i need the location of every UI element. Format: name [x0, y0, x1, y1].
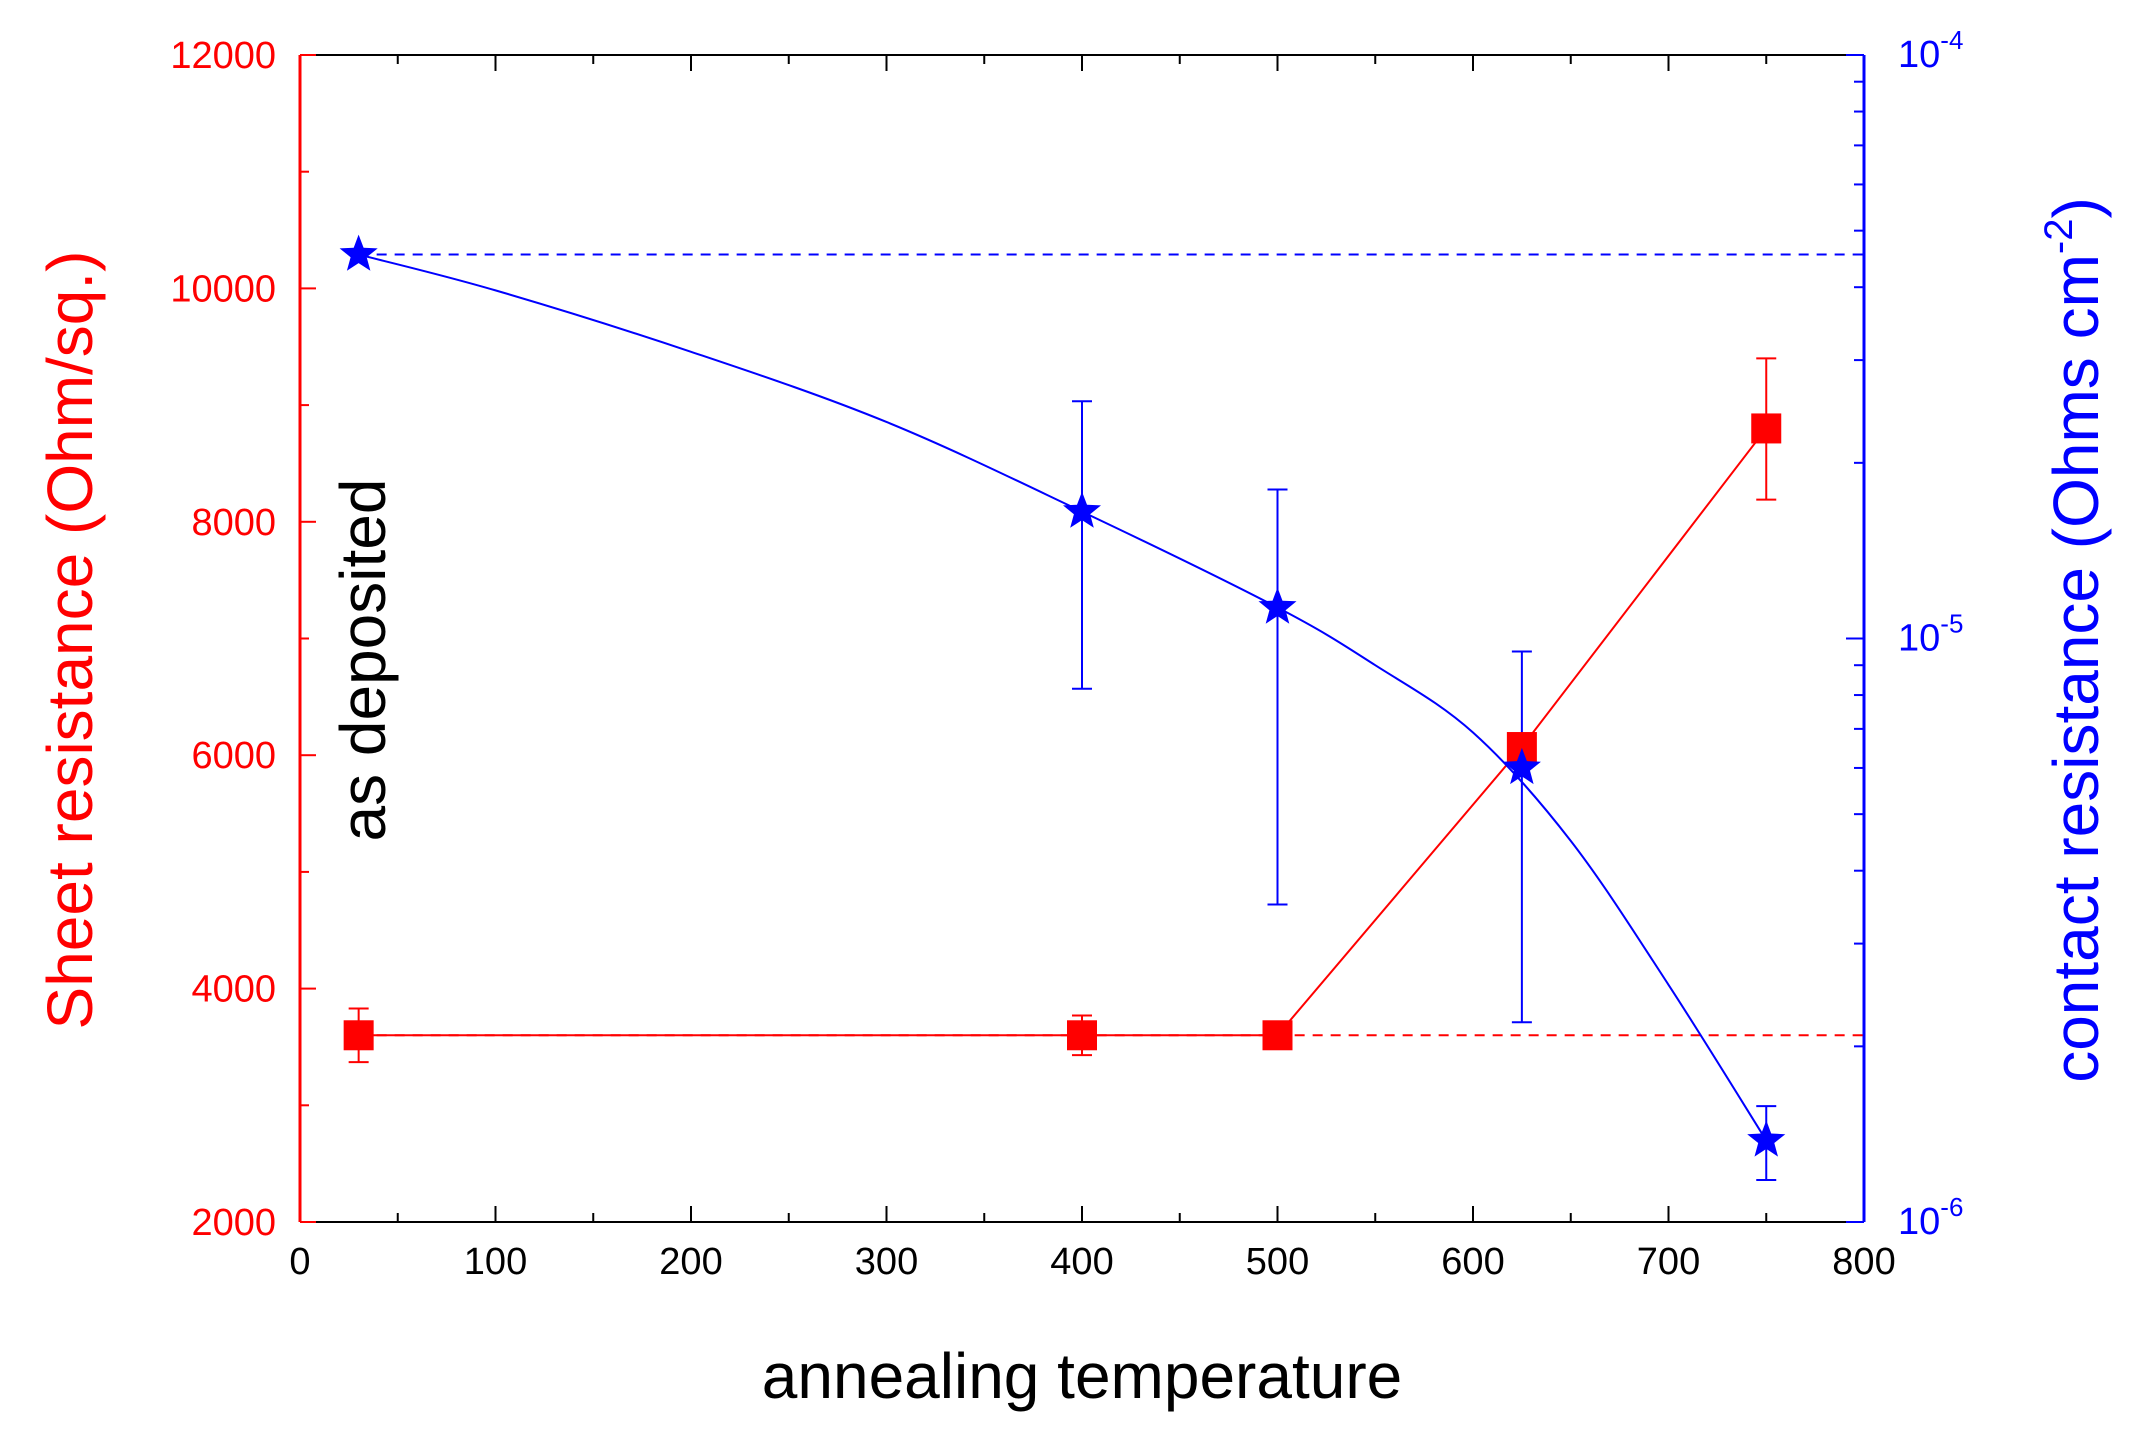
- contact-resistance-point: [339, 234, 378, 271]
- right-axis-title-main: contact resistance (Ohms cm: [2040, 254, 2112, 1083]
- x-tick-label: 800: [1832, 1241, 1895, 1283]
- x-tick-label: 0: [289, 1241, 310, 1283]
- x-tick-label: 100: [464, 1241, 527, 1283]
- right-tick-labels: 10-610-510-4: [1898, 25, 1963, 1243]
- x-tick-label: 400: [1050, 1241, 1113, 1283]
- x-axis-title: annealing temperature: [762, 1340, 1402, 1412]
- right-tick-exp: -5: [1940, 609, 1963, 639]
- x-tick-label: 200: [659, 1241, 722, 1283]
- left-tick-label: 2000: [191, 1202, 276, 1244]
- left-tick-labels: 2000 4000 6000 8000 10000 12000: [170, 35, 276, 1244]
- sheet-resistance-point: [1067, 1020, 1097, 1051]
- contact-resistance-fit-curve: [358, 253, 1768, 1141]
- left-tick-label: 8000: [191, 502, 276, 544]
- x-axis-ticks: [299, 55, 1865, 1222]
- right-axis-ticks: [1846, 54, 1864, 1223]
- x-tick-label: 700: [1637, 1241, 1700, 1283]
- right-tick-label: 10-6: [1898, 1192, 1963, 1243]
- left-axis-title: Sheet resistance (Ohm/sq.): [34, 251, 106, 1030]
- sheet-resistance-point: [1751, 413, 1782, 444]
- right-tick-base: 10: [1898, 1201, 1940, 1243]
- sheet-resistance-line: [358, 427, 1768, 1037]
- left-tick-label: 6000: [191, 735, 276, 777]
- right-tick-base: 10: [1898, 34, 1940, 76]
- right-tick-label: 10-4: [1898, 25, 1963, 76]
- left-tick-label: 4000: [191, 969, 276, 1011]
- x-tick-labels: 0 100 200 300 400 500 600 700 800: [289, 1241, 1895, 1283]
- x-tick-label: 600: [1441, 1241, 1504, 1283]
- left-tick-label: 12000: [170, 35, 276, 77]
- right-axis-title-close: ): [2040, 197, 2112, 218]
- left-tick-label: 10000: [170, 268, 276, 310]
- contact-resistance-point: [1747, 1120, 1786, 1157]
- right-axis-title-sup: -2: [2037, 219, 2081, 255]
- sheet-resistance-point: [343, 1020, 374, 1051]
- right-tick-label: 10-5: [1898, 609, 1963, 660]
- contact-resistance-point: [1258, 587, 1297, 624]
- contact-resistance-point: [1063, 491, 1101, 528]
- as-deposited-annotation: as deposited: [327, 479, 399, 842]
- left-axis-ticks: [300, 54, 316, 1223]
- sheet-resistance-point: [1262, 1020, 1293, 1051]
- error-bars: [348, 357, 1777, 1182]
- x-tick-label: 300: [855, 1241, 918, 1283]
- x-tick-label: 500: [1246, 1241, 1309, 1283]
- right-tick-exp: -4: [1940, 25, 1963, 55]
- right-tick-base: 10: [1898, 618, 1940, 660]
- data-markers: [339, 234, 1786, 1157]
- contact-resistance-point: [1502, 747, 1541, 785]
- right-axis-title: contact resistance (Ohms cm-2): [2037, 197, 2112, 1083]
- right-tick-exp: -6: [1940, 1192, 1963, 1222]
